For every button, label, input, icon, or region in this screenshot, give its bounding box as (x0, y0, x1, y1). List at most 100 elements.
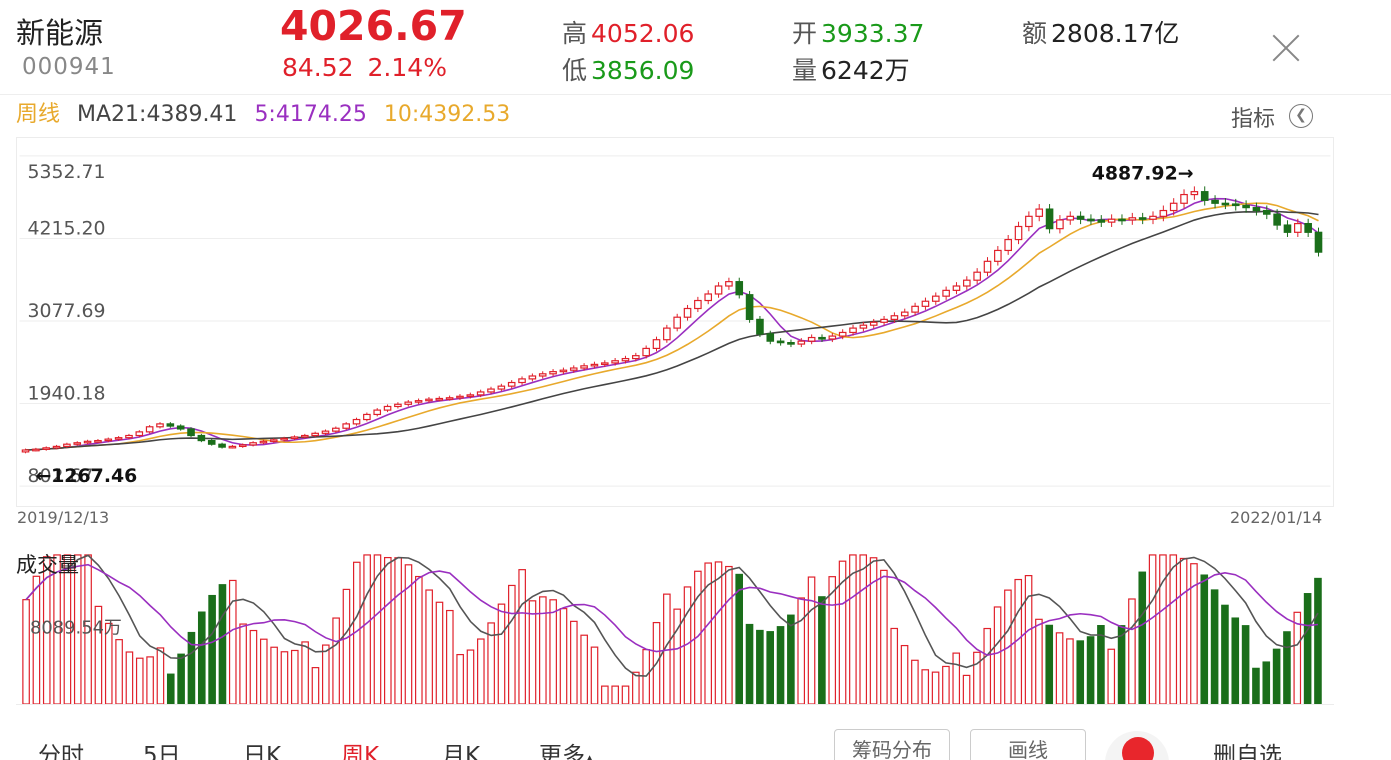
volume-bar (973, 651, 981, 704)
remove-watchlist-button[interactable]: 删自选 (1213, 743, 1282, 760)
volume-bar (890, 627, 899, 704)
candle (983, 260, 992, 273)
quote-header: 新能源 000941 4026.67 84.52 2.14% 高 4052.06 … (0, 0, 1391, 95)
low-stat: 低 3856.09 (562, 51, 694, 87)
candle (518, 378, 526, 384)
ma21-value: MA21:4389.41 (77, 102, 238, 127)
y-tick-label: 4215.20 (28, 217, 106, 239)
candle (869, 321, 878, 326)
record-icon[interactable] (1105, 731, 1169, 760)
candle (228, 445, 237, 449)
candle (507, 381, 516, 387)
candle (807, 336, 816, 342)
volume-bar (725, 565, 733, 704)
volume-bar (156, 647, 165, 704)
candle (1128, 217, 1137, 221)
volume-bar (280, 651, 289, 704)
candle (590, 363, 599, 367)
max-price-annotation: 4887.92→ (1092, 163, 1194, 185)
candle (238, 444, 247, 448)
volume-bar (911, 659, 919, 704)
candle (445, 397, 454, 400)
candle (1314, 231, 1323, 253)
kline-chart[interactable]: 5352.71 4215.20 3077.69 1940.18 802.67 4887.… (16, 137, 1334, 507)
candle (301, 434, 309, 438)
volume-bar (1179, 557, 1188, 704)
y-tick-label: 802.67 (28, 465, 94, 487)
candle (569, 367, 578, 371)
candle (166, 423, 175, 427)
close-icon[interactable] (1268, 30, 1304, 66)
volume-bar (1055, 632, 1064, 704)
candle (1066, 215, 1075, 221)
volume-bar (125, 651, 134, 704)
volume-bar (104, 622, 113, 704)
open-stat: 开 3933.37 (792, 14, 924, 50)
tab-intraday[interactable]: 分时 (38, 743, 84, 760)
tab-monthly[interactable]: 月K (442, 743, 481, 760)
candle (1159, 209, 1168, 217)
volume-bar (415, 575, 423, 704)
volume-bar (931, 671, 940, 704)
candle (931, 295, 940, 302)
chevron-left-icon[interactable]: ❮ (1289, 104, 1313, 128)
candle (1014, 225, 1023, 241)
volume-bar (962, 674, 971, 704)
candle (1304, 222, 1312, 233)
period-label: 周线 (16, 102, 61, 127)
candle (73, 442, 82, 445)
volume-bar (1303, 593, 1312, 704)
candle (342, 423, 350, 429)
candle (311, 432, 319, 437)
volume-bar (1117, 625, 1126, 704)
amount-label: 额 (1022, 19, 1048, 48)
draw-line-button[interactable]: 画线 (970, 729, 1086, 760)
volume-bar (1241, 625, 1250, 704)
candle (63, 443, 71, 447)
candle (218, 443, 226, 448)
volume-bar (518, 569, 526, 704)
volume-bar (993, 606, 1002, 704)
candle (94, 439, 102, 443)
volume-bar (559, 608, 568, 704)
tab-more[interactable]: 更多▲ (539, 736, 594, 760)
volume-bar (394, 557, 402, 704)
volume-bar (477, 638, 485, 704)
ma21-line (25, 210, 1319, 451)
tab-5day[interactable]: 5日 (143, 743, 181, 760)
volume-bar (807, 576, 816, 704)
tab-more-label: 更多 (539, 743, 585, 760)
chip-distribution-button[interactable]: 筹码分布 (834, 729, 950, 760)
volume-bar (921, 669, 930, 704)
candle (1097, 219, 1106, 223)
x-end-date: 2022/01/14 (1230, 508, 1323, 527)
candle (249, 442, 257, 446)
volume-bar (342, 588, 351, 704)
indicator-button[interactable]: 指标 (1231, 107, 1276, 132)
volume-bar (42, 556, 51, 704)
candle (963, 279, 971, 287)
volume-bar (1097, 625, 1105, 704)
volume-chart[interactable]: 8089.54万 (16, 545, 1334, 705)
candle (414, 400, 423, 403)
candle (1107, 218, 1116, 223)
candle (528, 375, 537, 380)
volume-bar (249, 629, 258, 704)
candle (1190, 191, 1199, 196)
volume-bar (94, 605, 103, 704)
volume-bar (900, 644, 909, 704)
volume-bar (766, 631, 775, 704)
volume-bar (1210, 589, 1219, 704)
candle (756, 318, 764, 335)
candle (1118, 218, 1126, 222)
x-start-date: 2019/12/13 (17, 508, 110, 527)
tab-daily[interactable]: 日K (243, 743, 282, 760)
volume-bar (735, 573, 743, 704)
y-tick-label: 5352.71 (28, 161, 106, 183)
candle (694, 299, 702, 310)
tab-weekly[interactable]: 周K (341, 743, 380, 760)
change-value: 84.52 (282, 53, 354, 82)
price-change: 84.52 2.14% (282, 53, 447, 82)
volume-bar (22, 599, 30, 704)
candle (776, 340, 785, 344)
